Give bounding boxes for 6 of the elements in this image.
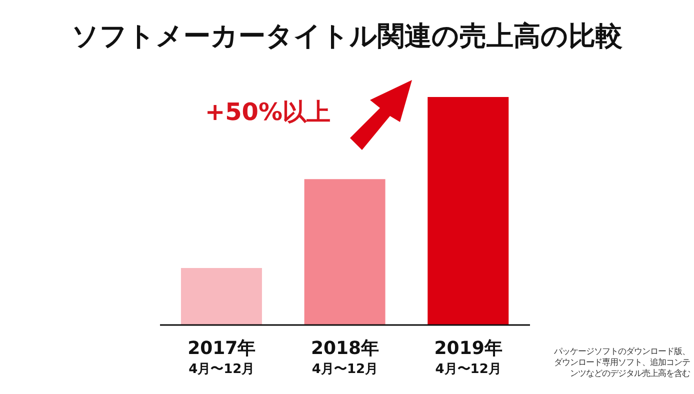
x-tick-label: 2017年 4月〜12月 [186, 337, 257, 377]
annotation: +50%以上 [205, 97, 331, 128]
x-tick-label: 2018年 4月〜12月 [310, 337, 380, 377]
x-tick-label: 2019年 4月〜12月 [433, 337, 504, 377]
chart-title: ソフトメーカータイトル関連の売上高の比較 [70, 20, 624, 54]
text: パッケージソフトのダウンロード版、ダウンロード専用ソフト、追加コンテンツなどのデジタル売上高を含む [553, 346, 690, 379]
